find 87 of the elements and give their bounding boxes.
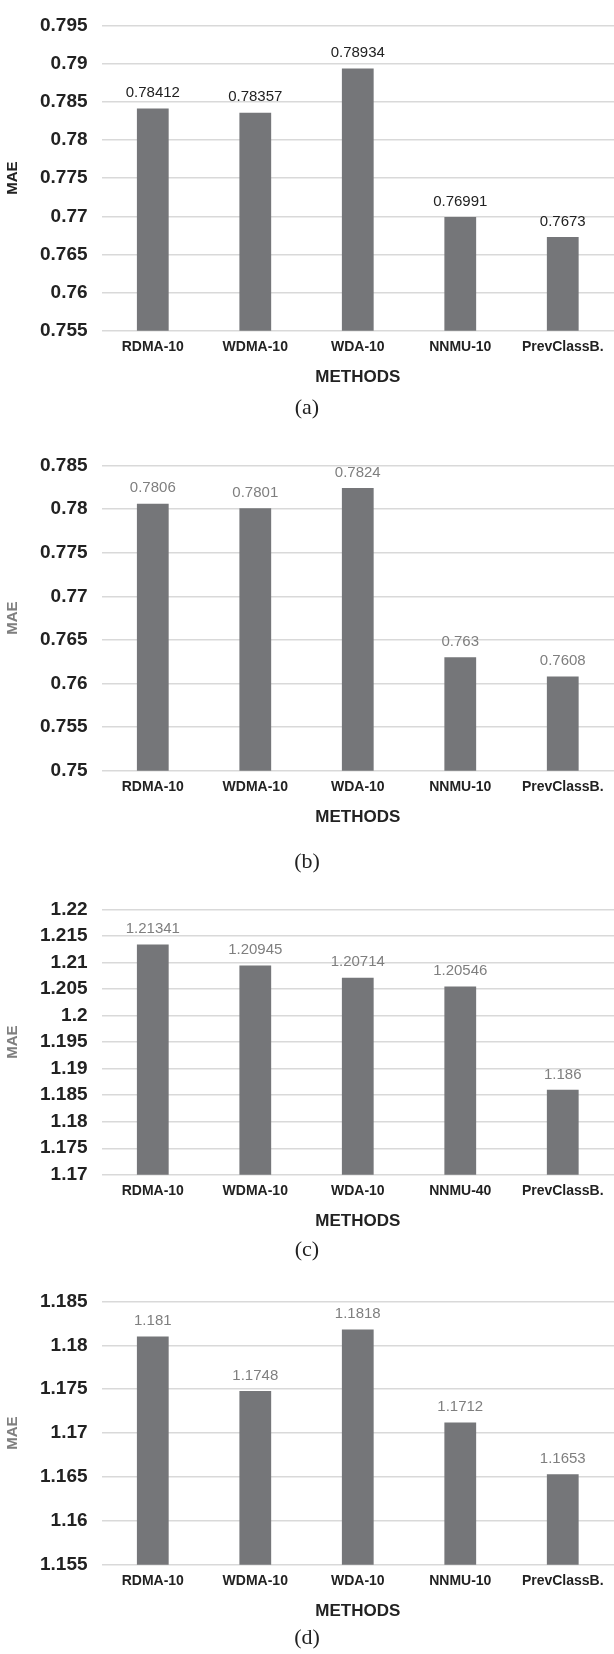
y-tick-label: 1.22 [50, 897, 88, 919]
y-tick-label: 0.76 [50, 671, 88, 693]
x-tick-label: WDA-10 [330, 338, 385, 355]
y-tick-label: 0.77 [50, 204, 88, 226]
data-label: 0.78357 [228, 87, 283, 105]
y-tick-label: 0.765 [40, 628, 88, 650]
x-tick-label: RDMA-10 [121, 338, 185, 355]
y-tick-label: 0.78 [50, 497, 88, 519]
y-tick-label: 0.79 [50, 51, 88, 73]
text: (d) [293, 1624, 321, 1650]
y-tick-label: 1.155 [40, 1553, 88, 1575]
x-tick-label: NNMU-10 [429, 338, 492, 355]
data-label: 0.7673 [539, 211, 586, 229]
data-label: 1.181 [134, 1311, 172, 1329]
y-tick-label: 1.21 [50, 950, 88, 972]
x-tick-label: WDMA-10 [222, 338, 289, 355]
x-tick-label: WDA-10 [330, 778, 385, 795]
data-label: 1.1818 [334, 1304, 381, 1322]
y-tick-label: 0.78 [50, 128, 88, 150]
y-tick-label: 1.175 [40, 1136, 88, 1158]
data-label: 0.7806 [129, 478, 176, 496]
data-label: 0.7801 [232, 482, 279, 500]
x-tick-label: RDMA-10 [121, 1572, 185, 1589]
y-tick-label: 1.215 [40, 924, 88, 946]
y-axis-title: MAE [3, 1025, 21, 1059]
text: (c) [293, 1236, 321, 1262]
y-tick-label: 1.185 [40, 1083, 88, 1105]
y-tick-label: 1.2 [61, 1003, 88, 1025]
y-tick-label: 1.18 [50, 1109, 88, 1131]
data-label: 1.1653 [539, 1449, 586, 1467]
y-tick-label: 1.16 [50, 1509, 88, 1531]
x-tick-label: NNMU-10 [429, 1572, 492, 1589]
x-tick-label: WDMA-10 [222, 778, 289, 795]
y-tick-label: 0.775 [40, 540, 88, 562]
x-tick-label: PrevClassB. [521, 778, 604, 795]
y-tick-label: 1.185 [40, 1289, 88, 1311]
y-axis-title: MAE [3, 601, 21, 635]
x-tick-label: PrevClassB. [521, 1182, 604, 1199]
data-label: 1.1712 [437, 1397, 484, 1415]
y-tick-label: 0.795 [40, 13, 88, 35]
y-tick-label: 1.205 [40, 977, 88, 999]
data-label: 0.78412 [125, 83, 180, 101]
y-tick-label: 1.18 [50, 1333, 88, 1355]
data-label: 1.20945 [228, 940, 283, 958]
x-tick-label: RDMA-10 [121, 1182, 185, 1199]
y-tick-label: 0.75 [50, 759, 88, 781]
text: (a) [293, 394, 321, 420]
y-tick-label: 0.755 [40, 715, 88, 737]
x-tick-label: NNMU-40 [429, 1182, 492, 1199]
text: (b) [293, 848, 321, 874]
x-axis-title: METHODS [315, 1211, 401, 1231]
data-label: 0.76991 [433, 191, 488, 209]
y-tick-label: 0.76 [50, 280, 88, 302]
x-tick-label: WDMA-10 [222, 1572, 289, 1589]
y-tick-label: 0.755 [40, 319, 88, 341]
y-axis-title: MAE [3, 1416, 21, 1450]
y-tick-label: 1.175 [40, 1377, 88, 1399]
data-label: 0.7608 [539, 651, 586, 669]
y-tick-label: 0.775 [40, 166, 88, 188]
x-tick-label: WDMA-10 [222, 1182, 289, 1199]
data-label: 0.78934 [330, 43, 385, 61]
x-tick-label: PrevClassB. [521, 1572, 604, 1589]
x-axis-title: METHODS [315, 367, 401, 387]
y-tick-label: 1.195 [40, 1030, 88, 1052]
x-tick-label: WDA-10 [330, 1572, 385, 1589]
y-tick-label: 0.785 [40, 89, 88, 111]
data-label: 1.20714 [330, 952, 385, 970]
x-tick-label: NNMU-10 [429, 778, 492, 795]
x-axis-title: METHODS [315, 1601, 401, 1621]
x-tick-label: RDMA-10 [121, 778, 185, 795]
y-tick-label: 1.17 [50, 1163, 88, 1185]
x-axis-title: METHODS [315, 807, 401, 827]
y-axis-title: MAE [3, 161, 21, 195]
y-tick-label: 1.19 [50, 1056, 88, 1078]
data-label: 1.20546 [433, 961, 488, 979]
y-tick-label: 0.785 [40, 453, 88, 475]
y-tick-label: 1.17 [50, 1421, 88, 1443]
data-label: 1.186 [543, 1064, 582, 1082]
x-tick-label: PrevClassB. [521, 338, 604, 355]
y-tick-label: 0.765 [40, 242, 88, 264]
data-label: 0.7824 [334, 462, 381, 480]
data-label: 1.1748 [232, 1365, 279, 1383]
y-tick-label: 1.165 [40, 1465, 88, 1487]
data-label: 1.21341 [125, 919, 180, 937]
data-label: 0.763 [441, 632, 480, 650]
x-tick-label: WDA-10 [330, 1182, 385, 1199]
y-tick-label: 0.77 [50, 584, 88, 606]
